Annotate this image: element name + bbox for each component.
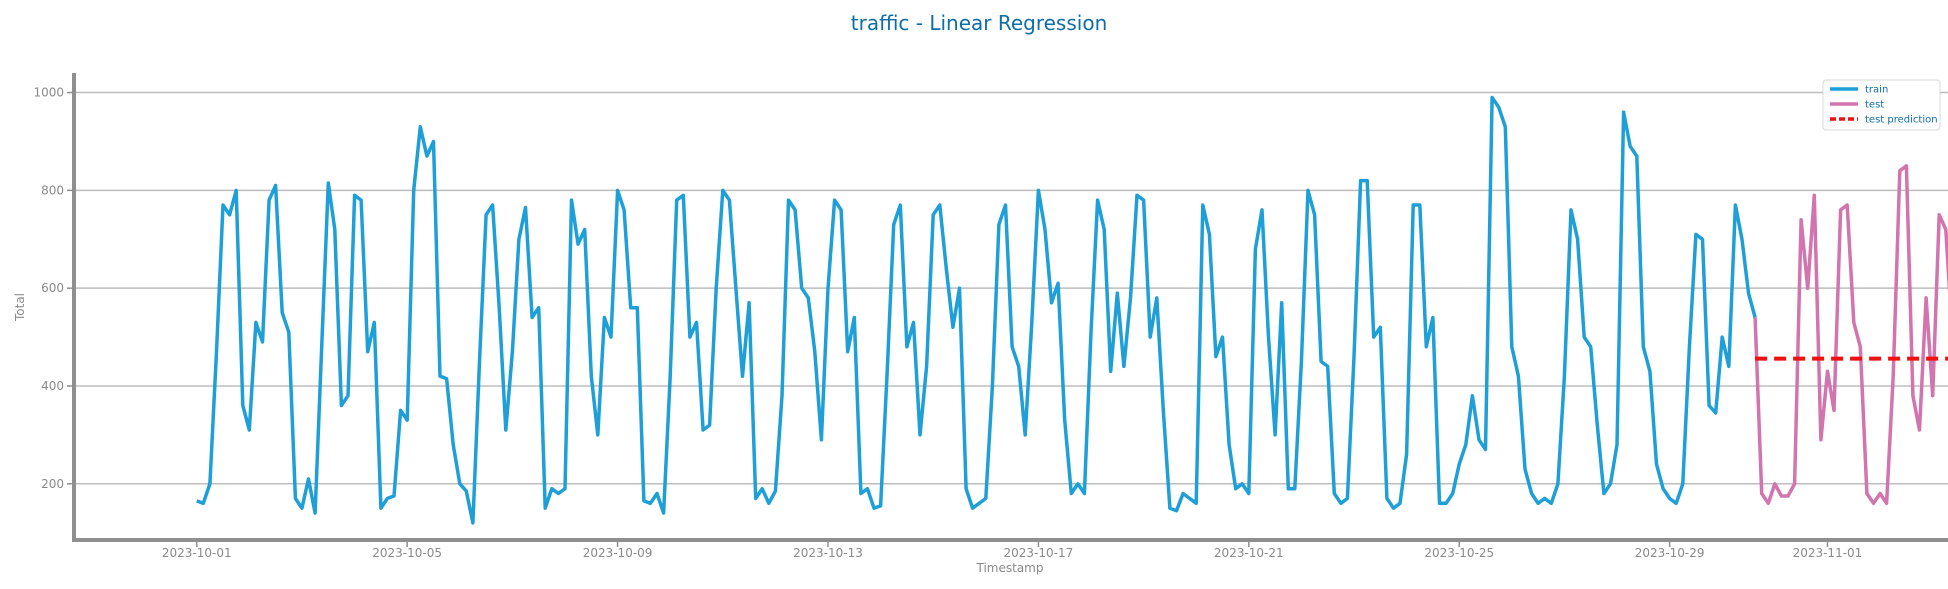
legend-label-train: train <box>1865 85 1888 96</box>
legend: train test test prediction <box>1822 79 1941 131</box>
x-tick-label: 2023-10-01 <box>162 546 232 560</box>
x-tick-label: 2023-10-17 <box>1004 546 1074 560</box>
x-tick-label: 2023-10-05 <box>372 546 442 560</box>
series-train-line <box>196 95 1757 525</box>
x-axis-label: Timestamp <box>976 561 1044 575</box>
x-tick-label: 2023-11-01 <box>1793 546 1863 560</box>
y-tick-label: 600 <box>41 281 64 295</box>
x-tick-label: 2023-10-21 <box>1214 546 1284 560</box>
y-axis-label: Total <box>13 293 27 322</box>
y-tick-label: 400 <box>41 379 64 393</box>
y-tick-label: 1000 <box>33 86 64 100</box>
legend-label-test-prediction: test prediction <box>1865 115 1938 126</box>
y-axis-ticks: 200 400 600 800 1000 <box>33 86 74 491</box>
series-layer <box>196 95 1948 525</box>
x-tick-label: 2023-10-09 <box>583 546 653 560</box>
series-test-line <box>1753 164 1948 506</box>
chart-title: traffic - Linear Regression <box>851 11 1108 35</box>
x-tick-label: 2023-10-13 <box>793 546 863 560</box>
x-axis-ticks: 2023-10-01 2023-10-05 2023-10-09 2023-10-13… <box>162 541 1862 560</box>
y-tick-label: 200 <box>41 477 64 491</box>
x-tick-label: 2023-10-25 <box>1424 546 1494 560</box>
legend-label-test: test <box>1865 100 1884 111</box>
y-tick-label: 800 <box>41 183 64 197</box>
x-tick-label: 2023-10-29 <box>1635 546 1705 560</box>
